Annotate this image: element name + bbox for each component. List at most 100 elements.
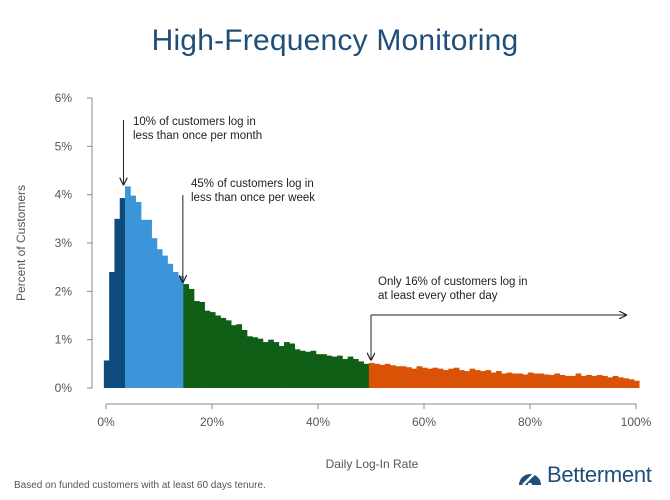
bar-2: [114, 218, 121, 388]
svg-text:Only 16% of customers log in: Only 16% of customers log in at least ev…: [378, 276, 531, 302]
x-tick-label-80: 80%: [518, 415, 542, 429]
bar-46: [347, 356, 354, 388]
bar-47: [352, 359, 359, 388]
y-ticks-group: 0% 1% 2% 3% 4% 5% 6%: [55, 91, 92, 395]
bar-65: [448, 368, 455, 388]
bar-24: [231, 325, 237, 388]
chart-title: High-Frequency Monitoring: [151, 24, 519, 57]
y-tick-label-6: 6%: [55, 91, 73, 105]
annotation-monthly-line-1: 10% of customers log in: [133, 116, 256, 128]
bar-28: [252, 337, 258, 388]
x-ticks-group: 0% 20% 40% 60% 80% 100%: [97, 404, 652, 429]
bar-54: [390, 365, 396, 388]
annotation-monthly: 10% of customers log in less than once p…: [123, 116, 262, 184]
bar-68: [464, 371, 470, 388]
bar-0: [103, 360, 110, 388]
bar-89: [575, 373, 582, 388]
bar-30: [262, 342, 269, 388]
bar-4: [125, 186, 131, 388]
bar-11: [162, 255, 168, 388]
annotation-every-other-day-line-1: Only 16% of customers log in: [378, 276, 528, 288]
bar-18: [199, 301, 205, 388]
bar-9: [151, 238, 158, 388]
x-axis-label: Daily Log-In Rate: [326, 457, 419, 471]
bar-72: [485, 370, 492, 388]
bar-57: [405, 367, 412, 388]
bar-37: [299, 350, 306, 388]
bar-64: [443, 370, 449, 388]
bar-66: [453, 367, 460, 388]
bar-92: [591, 375, 598, 388]
y-tick-label-0: 0%: [55, 381, 73, 395]
bar-26: [241, 330, 248, 388]
bar-97: [617, 377, 624, 388]
bar-55: [395, 366, 402, 388]
bar-32: [273, 342, 280, 388]
bar-75: [501, 373, 508, 388]
bar-41: [321, 354, 327, 388]
bar-12: [167, 263, 174, 388]
svg-text:45% of customers log in: 45% of customers log in less than once p…: [191, 178, 317, 204]
bar-63: [437, 368, 444, 388]
bar-82: [538, 373, 545, 388]
bar-70: [474, 370, 481, 388]
annotation-monthly-line-2: less than once per month: [133, 130, 262, 142]
bar-3: [119, 198, 126, 388]
bar-1: [109, 272, 115, 388]
annotation-weekly-line-1: 45% of customers log in: [191, 178, 314, 190]
bar-69: [469, 368, 476, 388]
bar-50: [368, 362, 375, 388]
bar-34: [284, 342, 290, 388]
y-tick-label-2: 2%: [55, 284, 73, 298]
y-tick-label-3: 3%: [55, 236, 73, 250]
bar-77: [511, 373, 518, 388]
bar-94: [602, 375, 608, 388]
bar-60: [421, 367, 428, 388]
bar-93: [596, 374, 603, 388]
bar-13: [172, 272, 179, 388]
bar-48: [358, 361, 364, 388]
annotation-every-other-day-line-2: at least every other day: [378, 290, 498, 302]
bar-21: [215, 315, 221, 388]
y-tick-label-1: 1%: [55, 333, 73, 347]
bar-20: [209, 312, 216, 388]
bar-99: [628, 379, 635, 388]
bar-35: [289, 343, 296, 388]
bar-43: [331, 356, 338, 388]
bar-14: [178, 275, 184, 388]
bar-90: [580, 375, 587, 388]
x-tick-label-40: 40%: [306, 415, 330, 429]
bar-7: [140, 219, 147, 388]
bar-98: [623, 378, 629, 388]
bar-42: [326, 355, 333, 388]
bar-78: [517, 373, 523, 388]
bar-16: [188, 288, 195, 388]
bar-67: [458, 370, 465, 388]
x-tick-label-60: 60%: [412, 415, 436, 429]
bar-5: [130, 195, 137, 388]
bar-29: [257, 338, 264, 388]
bar-52: [379, 364, 386, 388]
bar-8: [146, 219, 152, 388]
y-tick-label-5: 5%: [55, 139, 73, 153]
annotations-group: 10% of customers log in less than once p…: [123, 116, 626, 360]
bar-38: [305, 351, 311, 388]
bar-80: [527, 372, 534, 388]
bar-36: [294, 349, 301, 388]
bar-6: [135, 201, 142, 388]
bar-71: [480, 371, 486, 388]
bar-56: [400, 366, 407, 388]
x-tick-label-100: 100%: [621, 415, 652, 429]
bar-91: [586, 374, 592, 388]
bar-85: [554, 373, 561, 388]
bar-58: [411, 368, 417, 388]
bar-25: [236, 324, 243, 388]
bars-group: [103, 186, 640, 388]
logo-text: Betterment: [547, 462, 652, 487]
bar-86: [559, 374, 566, 388]
bar-44: [337, 355, 343, 388]
bar-19: [204, 310, 211, 388]
bar-81: [533, 373, 539, 388]
bar-96: [612, 375, 619, 388]
bar-73: [490, 372, 497, 388]
